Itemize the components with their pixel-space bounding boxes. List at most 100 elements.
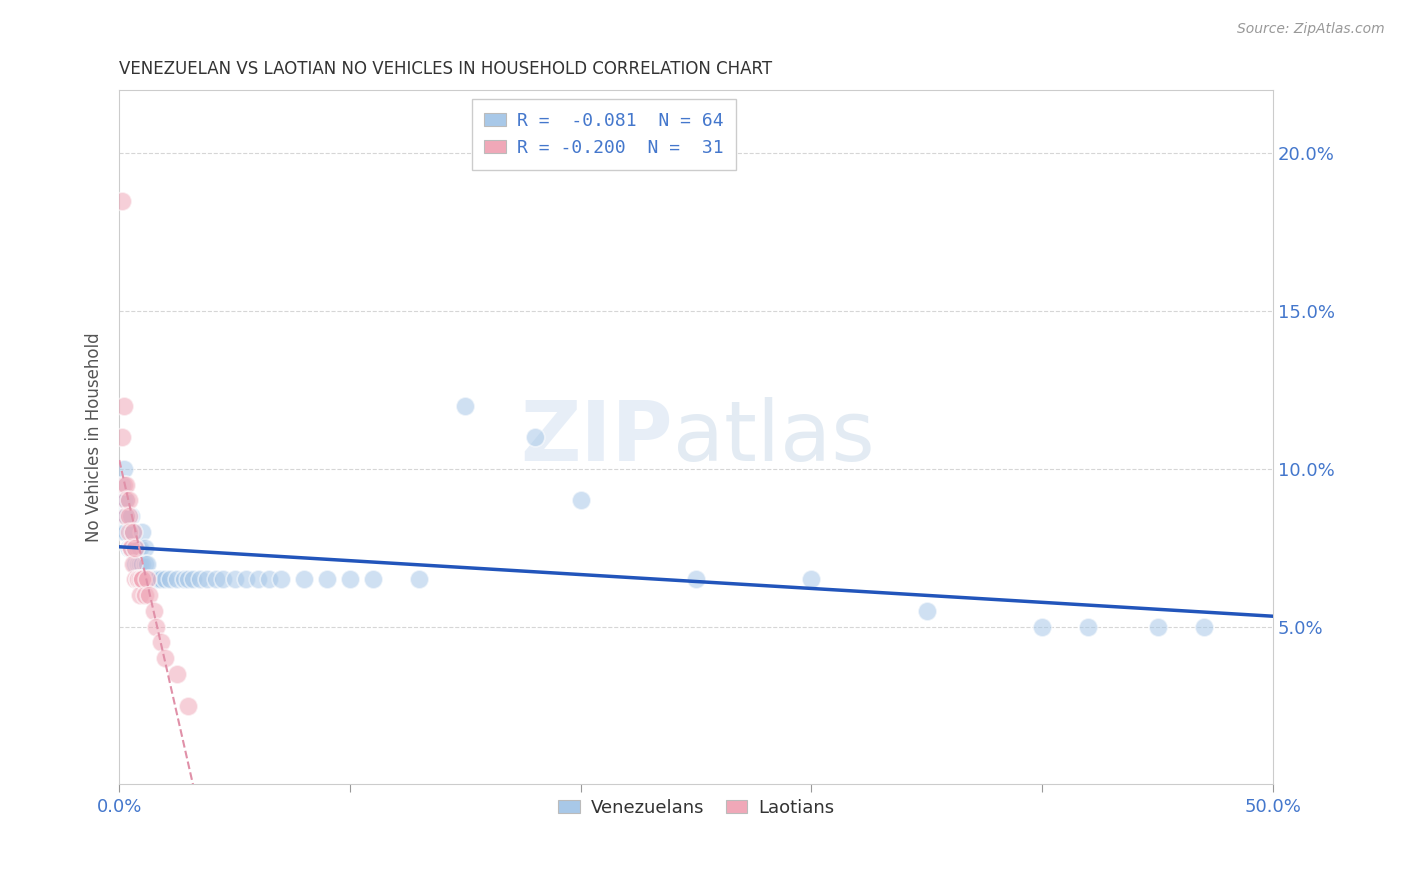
Point — [188, 572, 211, 586]
Point — [131, 524, 153, 539]
Point — [112, 524, 135, 539]
Point — [127, 572, 149, 586]
Point — [117, 541, 139, 555]
Point — [173, 572, 195, 586]
Point — [124, 541, 146, 555]
Point — [115, 524, 138, 539]
Point — [523, 430, 546, 444]
Point — [127, 541, 149, 555]
Point — [155, 651, 177, 665]
Point — [115, 509, 138, 524]
Point — [800, 572, 823, 586]
Point — [112, 509, 135, 524]
Point — [110, 493, 132, 508]
Point — [1031, 620, 1053, 634]
Point — [129, 541, 152, 555]
Point — [124, 557, 146, 571]
Point — [117, 493, 139, 508]
Point — [117, 509, 139, 524]
Point — [136, 572, 159, 586]
Point — [129, 588, 152, 602]
Point — [115, 477, 138, 491]
Point — [1192, 620, 1215, 634]
Point — [110, 477, 132, 491]
Point — [120, 509, 142, 524]
Point — [110, 509, 132, 524]
Point — [177, 572, 200, 586]
Point — [134, 588, 156, 602]
Point — [129, 557, 152, 571]
Point — [142, 572, 165, 586]
Point — [149, 572, 172, 586]
Point — [224, 572, 246, 586]
Point — [134, 541, 156, 555]
Point — [112, 399, 135, 413]
Point — [145, 572, 167, 586]
Point — [115, 493, 138, 508]
Text: VENEZUELAN VS LAOTIAN NO VEHICLES IN HOUSEHOLD CORRELATION CHART: VENEZUELAN VS LAOTIAN NO VEHICLES IN HOU… — [120, 60, 772, 78]
Text: Source: ZipAtlas.com: Source: ZipAtlas.com — [1237, 22, 1385, 37]
Point — [915, 604, 938, 618]
Point — [112, 493, 135, 508]
Point — [145, 620, 167, 634]
Point — [122, 541, 145, 555]
Point — [120, 524, 142, 539]
Point — [177, 698, 200, 713]
Point — [195, 572, 218, 586]
Point — [129, 572, 152, 586]
Point — [134, 557, 156, 571]
Point — [316, 572, 339, 586]
Point — [257, 572, 280, 586]
Point — [148, 572, 170, 586]
Text: atlas: atlas — [673, 397, 875, 478]
Point — [124, 541, 146, 555]
Point — [155, 572, 177, 586]
Point — [138, 588, 160, 602]
Point — [112, 462, 135, 476]
Point — [110, 194, 132, 208]
Point — [270, 572, 292, 586]
Point — [120, 541, 142, 555]
Point — [131, 572, 153, 586]
Legend: Venezuelans, Laotians: Venezuelans, Laotians — [551, 791, 841, 824]
Point — [339, 572, 361, 586]
Point — [122, 524, 145, 539]
Point — [149, 635, 172, 649]
Point — [569, 493, 592, 508]
Point — [115, 493, 138, 508]
Point — [112, 477, 135, 491]
Text: ZIP: ZIP — [520, 397, 673, 478]
Point — [124, 572, 146, 586]
Point — [212, 572, 235, 586]
Point — [246, 572, 269, 586]
Point — [120, 541, 142, 555]
Point — [685, 572, 707, 586]
Point — [454, 399, 477, 413]
Point — [235, 572, 257, 586]
Point — [181, 572, 204, 586]
Point — [205, 572, 228, 586]
Point — [127, 572, 149, 586]
Point — [1077, 620, 1099, 634]
Point — [117, 524, 139, 539]
Point — [361, 572, 384, 586]
Point — [138, 572, 160, 586]
Point — [131, 572, 153, 586]
Point — [110, 430, 132, 444]
Y-axis label: No Vehicles in Household: No Vehicles in Household — [86, 333, 103, 542]
Point — [142, 604, 165, 618]
Point — [141, 572, 163, 586]
Point — [136, 557, 159, 571]
Point — [1146, 620, 1168, 634]
Point — [122, 557, 145, 571]
Point — [408, 572, 430, 586]
Point — [159, 572, 181, 586]
Point — [292, 572, 315, 586]
Point — [131, 557, 153, 571]
Point — [120, 541, 142, 555]
Point — [127, 557, 149, 571]
Point — [166, 667, 188, 681]
Point — [166, 572, 188, 586]
Point — [115, 509, 138, 524]
Point — [122, 524, 145, 539]
